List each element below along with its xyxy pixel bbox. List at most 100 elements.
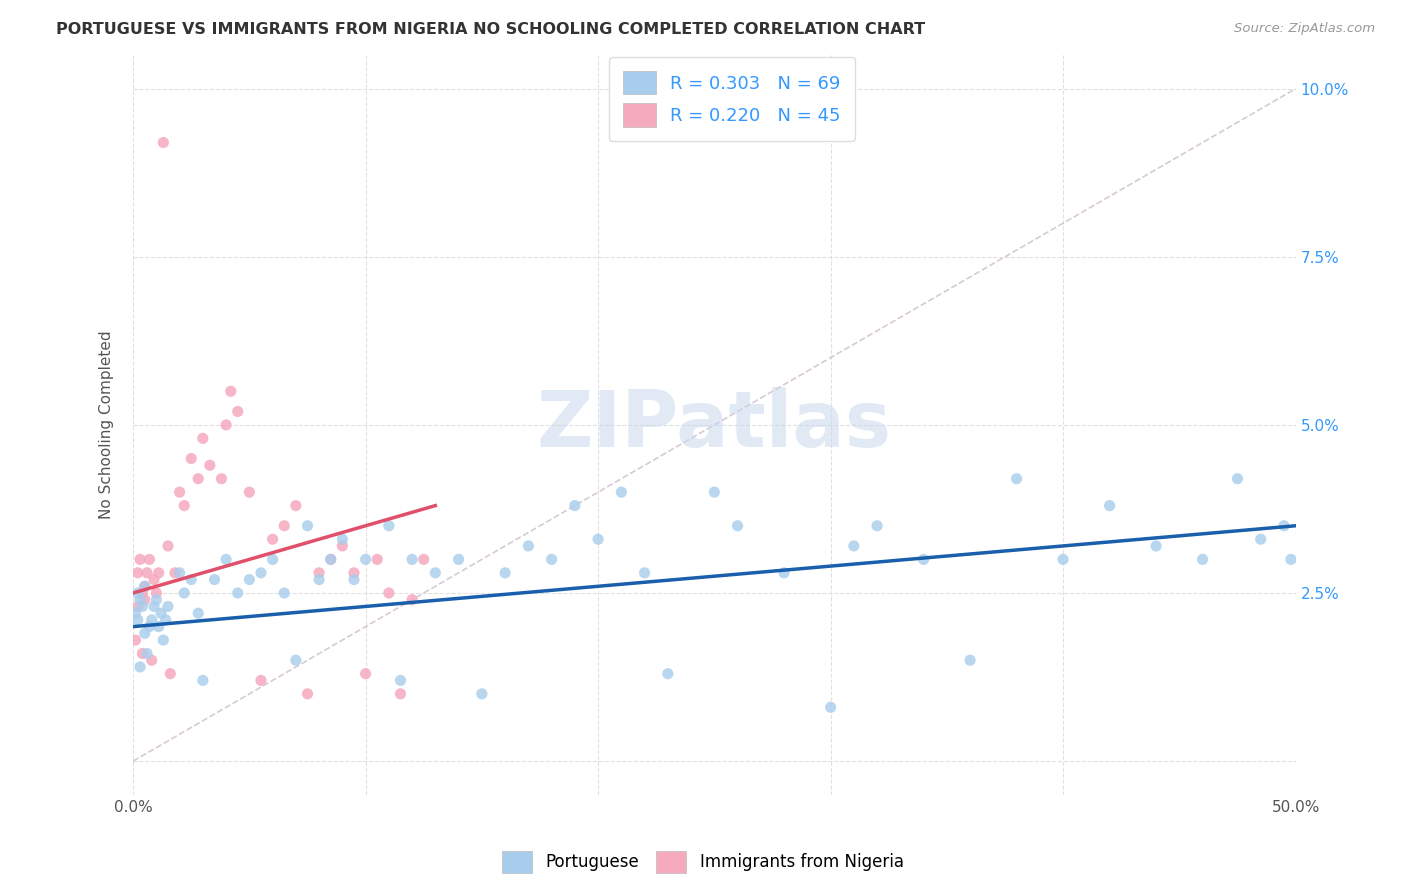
Point bbox=[138, 619, 160, 633]
Point bbox=[912, 552, 935, 566]
Point bbox=[401, 552, 423, 566]
Point bbox=[187, 606, 209, 620]
Point bbox=[1272, 518, 1295, 533]
Point bbox=[378, 586, 401, 600]
Point bbox=[131, 586, 153, 600]
Point bbox=[959, 653, 981, 667]
Point bbox=[152, 136, 174, 150]
Point bbox=[152, 633, 174, 648]
Point bbox=[540, 552, 562, 566]
Point bbox=[124, 633, 146, 648]
Point bbox=[354, 666, 377, 681]
Point bbox=[250, 566, 273, 580]
Point bbox=[127, 613, 149, 627]
Point bbox=[494, 566, 516, 580]
Point bbox=[564, 499, 586, 513]
Point bbox=[191, 673, 214, 688]
Text: PORTUGUESE VS IMMIGRANTS FROM NIGERIA NO SCHOOLING COMPLETED CORRELATION CHART: PORTUGUESE VS IMMIGRANTS FROM NIGERIA NO… bbox=[56, 22, 925, 37]
Point bbox=[297, 518, 319, 533]
Point bbox=[401, 592, 423, 607]
Point bbox=[169, 566, 191, 580]
Point bbox=[330, 539, 353, 553]
Point bbox=[586, 533, 609, 547]
Point bbox=[330, 533, 353, 547]
Point bbox=[124, 606, 146, 620]
Point bbox=[136, 647, 159, 661]
Point bbox=[219, 384, 242, 399]
Point bbox=[134, 579, 156, 593]
Point bbox=[129, 592, 152, 607]
Point bbox=[610, 485, 633, 500]
Point bbox=[354, 552, 377, 566]
Point bbox=[215, 552, 238, 566]
Point bbox=[378, 518, 401, 533]
Point bbox=[226, 404, 249, 418]
Point bbox=[129, 660, 152, 674]
Text: ZIPatlas: ZIPatlas bbox=[537, 387, 891, 463]
Point bbox=[211, 472, 233, 486]
Point bbox=[471, 687, 494, 701]
Point bbox=[447, 552, 470, 566]
Point bbox=[319, 552, 342, 566]
Point bbox=[773, 566, 796, 580]
Legend: Portuguese, Immigrants from Nigeria: Portuguese, Immigrants from Nigeria bbox=[496, 845, 910, 880]
Point bbox=[343, 566, 366, 580]
Point bbox=[226, 586, 249, 600]
Point bbox=[343, 573, 366, 587]
Point bbox=[138, 552, 160, 566]
Point bbox=[842, 539, 865, 553]
Point bbox=[308, 566, 330, 580]
Point bbox=[143, 573, 166, 587]
Point bbox=[148, 566, 170, 580]
Point bbox=[141, 613, 163, 627]
Point bbox=[145, 592, 167, 607]
Point bbox=[173, 499, 195, 513]
Point bbox=[273, 586, 295, 600]
Point bbox=[127, 599, 149, 614]
Point bbox=[127, 566, 149, 580]
Point bbox=[517, 539, 540, 553]
Point bbox=[657, 666, 679, 681]
Point bbox=[187, 472, 209, 486]
Point bbox=[136, 566, 159, 580]
Point bbox=[412, 552, 434, 566]
Point bbox=[156, 599, 179, 614]
Point bbox=[150, 606, 173, 620]
Point bbox=[633, 566, 655, 580]
Point bbox=[820, 700, 842, 714]
Point bbox=[1005, 472, 1028, 486]
Point bbox=[389, 673, 412, 688]
Point bbox=[1226, 472, 1249, 486]
Point bbox=[163, 566, 186, 580]
Point bbox=[145, 586, 167, 600]
Point bbox=[1250, 533, 1272, 547]
Point bbox=[191, 431, 214, 445]
Point bbox=[169, 485, 191, 500]
Point bbox=[389, 687, 412, 701]
Point bbox=[159, 666, 181, 681]
Point bbox=[284, 499, 307, 513]
Point bbox=[134, 592, 156, 607]
Point bbox=[319, 552, 342, 566]
Point bbox=[215, 417, 238, 432]
Point bbox=[366, 552, 388, 566]
Point bbox=[238, 573, 260, 587]
Point bbox=[284, 653, 307, 667]
Point bbox=[238, 485, 260, 500]
Point bbox=[180, 573, 202, 587]
Point bbox=[262, 552, 284, 566]
Point bbox=[134, 626, 156, 640]
Point bbox=[297, 687, 319, 701]
Point bbox=[141, 653, 163, 667]
Point bbox=[127, 586, 149, 600]
Legend: R = 0.303   N = 69, R = 0.220   N = 45: R = 0.303 N = 69, R = 0.220 N = 45 bbox=[609, 57, 855, 141]
Y-axis label: No Schooling Completed: No Schooling Completed bbox=[100, 331, 114, 519]
Point bbox=[250, 673, 273, 688]
Point bbox=[262, 533, 284, 547]
Point bbox=[1279, 552, 1302, 566]
Point bbox=[866, 518, 889, 533]
Point bbox=[308, 573, 330, 587]
Point bbox=[156, 539, 179, 553]
Point bbox=[1191, 552, 1213, 566]
Point bbox=[148, 619, 170, 633]
